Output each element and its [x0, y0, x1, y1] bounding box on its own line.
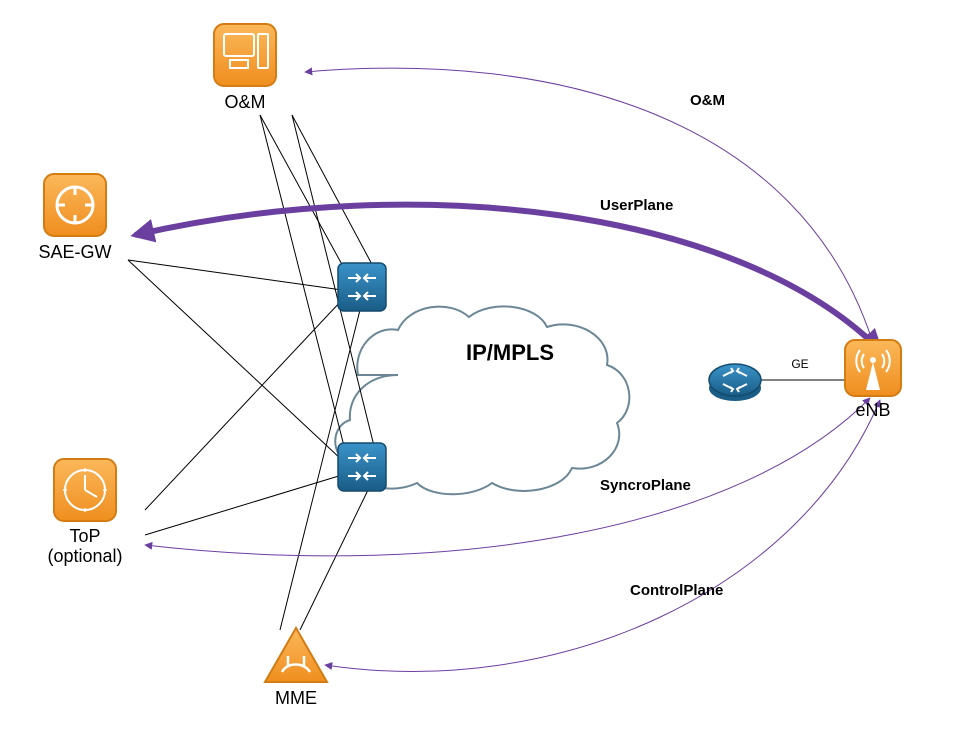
- top-label: ToP: [69, 526, 100, 546]
- mme-label: MME: [275, 688, 317, 708]
- switch-2-icon: [338, 443, 386, 491]
- top-label2: (optional): [47, 546, 122, 566]
- top-node-icon: ToP (optional): [47, 459, 122, 566]
- control-curve-label: ControlPlane: [630, 582, 723, 599]
- saegw-node-icon: SAE-GW: [38, 174, 111, 262]
- oam-node-icon: O&M: [214, 24, 276, 112]
- saegw-label: SAE-GW: [38, 242, 111, 262]
- control-curve: [325, 400, 880, 671]
- link-line: [260, 115, 345, 270]
- router-icon: [709, 364, 761, 401]
- enb-node-icon: eNB: [845, 340, 901, 420]
- userplane-curve: [135, 205, 880, 350]
- link-line: [260, 115, 345, 450]
- link-label: GE: [791, 357, 808, 371]
- cloud-label: IP/MPLS: [466, 340, 554, 365]
- switch-1-icon: [338, 263, 386, 311]
- enb-label: eNB: [855, 400, 890, 420]
- link-line: [292, 115, 375, 270]
- oam-label: O&M: [224, 92, 265, 112]
- syncro-curve: [145, 398, 870, 556]
- link-line: [145, 300, 342, 510]
- link-line: [145, 475, 342, 535]
- mme-node-icon: MME: [265, 628, 327, 708]
- syncro-curve-label: SyncroPlane: [600, 477, 691, 494]
- userplane-curve-label: UserPlane: [600, 197, 673, 214]
- link-line: [128, 260, 342, 290]
- link-line: [128, 260, 342, 460]
- oam-curve-label: O&M: [690, 92, 725, 109]
